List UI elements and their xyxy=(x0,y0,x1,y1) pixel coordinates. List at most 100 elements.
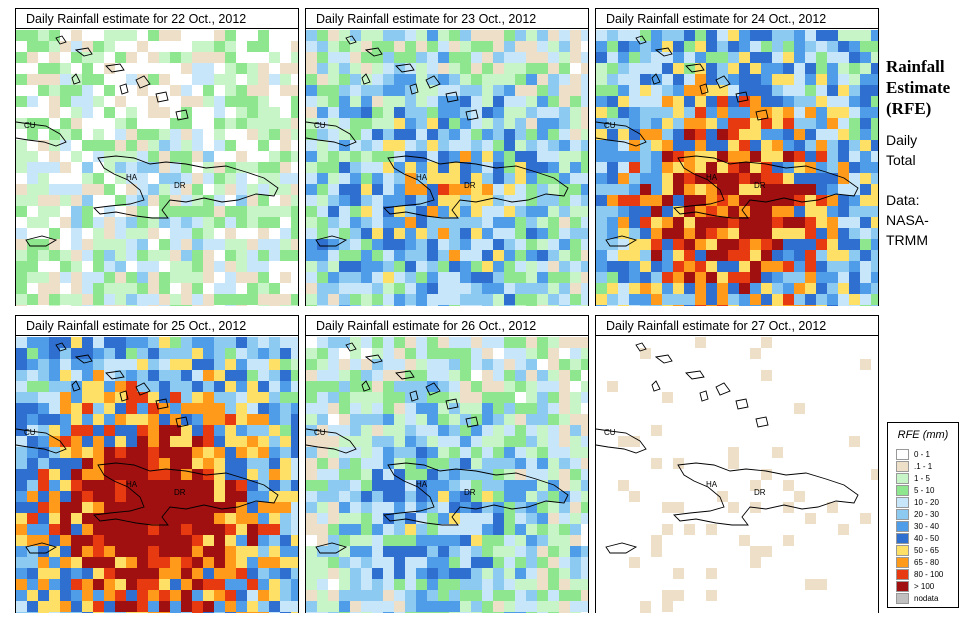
rainfall-cell xyxy=(328,52,339,63)
rainfall-cell xyxy=(339,469,350,480)
rainfall-cell xyxy=(339,568,350,579)
rainfall-cell xyxy=(93,195,104,206)
rainfall-cell xyxy=(236,458,247,469)
rainfall-cell xyxy=(596,425,607,436)
rainfall-cell xyxy=(739,601,750,612)
rainfall-cell xyxy=(662,491,673,502)
rainfall-cell xyxy=(258,414,269,425)
rainfall-cell xyxy=(115,469,126,480)
rainfall-cell xyxy=(339,41,350,52)
rainfall-cell xyxy=(816,601,827,612)
rainfall-cell xyxy=(93,140,104,151)
rainfall-cell xyxy=(214,348,225,359)
rainfall-cell xyxy=(537,557,548,568)
rainfall-cell xyxy=(71,30,82,41)
rainfall-cell xyxy=(838,392,849,403)
rainfall-cell xyxy=(816,480,827,491)
rainfall-cell xyxy=(306,370,317,381)
rainfall-cell xyxy=(827,195,838,206)
rainfall-cell xyxy=(148,294,159,305)
rainfall-cell xyxy=(269,447,280,458)
rainfall-cell xyxy=(38,480,49,491)
rainfall-cell xyxy=(258,118,269,129)
rainfall-cell xyxy=(372,535,383,546)
rainfall-cell xyxy=(159,480,170,491)
rainfall-cell xyxy=(805,184,816,195)
rainfall-cell xyxy=(350,217,361,228)
rainfall-cell xyxy=(394,52,405,63)
rainfall-cell xyxy=(214,63,225,74)
rainfall-cell xyxy=(383,74,394,85)
rainfall-cell xyxy=(816,63,827,74)
rainfall-cell xyxy=(225,491,236,502)
rainfall-cell xyxy=(548,63,559,74)
rainfall-cell xyxy=(871,348,878,359)
rainfall-cell xyxy=(493,85,504,96)
rainfall-cell xyxy=(438,173,449,184)
rainfall-cell xyxy=(493,381,504,392)
rainfall-cell xyxy=(618,392,629,403)
rainfall-cell xyxy=(629,283,640,294)
rainfall-cell xyxy=(515,524,526,535)
rainfall-cell xyxy=(372,74,383,85)
rainfall-cell xyxy=(783,283,794,294)
rainfall-cell xyxy=(82,557,93,568)
rainfall-cell xyxy=(170,228,181,239)
rainfall-cell xyxy=(258,480,269,491)
rainfall-cell xyxy=(159,30,170,41)
legend-label: 65 - 80 xyxy=(914,558,939,567)
rainfall-cell xyxy=(695,228,706,239)
rainfall-cell xyxy=(761,74,772,85)
rainfall-cell xyxy=(192,513,203,524)
rainfall-cell xyxy=(328,524,339,535)
rainfall-cell xyxy=(291,535,298,546)
rainfall-cell xyxy=(394,370,405,381)
rainfall-cell xyxy=(772,546,783,557)
rainfall-cell xyxy=(394,480,405,491)
rainfall-cell xyxy=(629,557,640,568)
rainfall-cell xyxy=(383,140,394,151)
rainfall-cell xyxy=(504,469,515,480)
rainfall-cell xyxy=(192,337,203,348)
rainfall-cell xyxy=(416,96,427,107)
rainfall-cell xyxy=(126,403,137,414)
rainfall-cell xyxy=(504,392,515,403)
rainfall-cell xyxy=(504,63,515,74)
rainfall-cell xyxy=(581,173,588,184)
rainfall-cell xyxy=(115,96,126,107)
rainfall-cell xyxy=(405,425,416,436)
rainfall-cell xyxy=(739,52,750,63)
rainfall-cell xyxy=(849,118,860,129)
rainfall-cell xyxy=(618,359,629,370)
rainfall-cell xyxy=(706,601,717,612)
rainfall-cell xyxy=(761,206,772,217)
rainfall-cell xyxy=(148,601,159,612)
rainfall-cell xyxy=(504,195,515,206)
rainfall-cell xyxy=(291,283,298,294)
rainfall-cell xyxy=(504,85,515,96)
rainfall-cell xyxy=(38,184,49,195)
rainfall-cell xyxy=(618,381,629,392)
rainfall-cell xyxy=(394,359,405,370)
rainfall-cell xyxy=(416,272,427,283)
rainfall-cell xyxy=(236,601,247,612)
rainfall-cell xyxy=(750,546,761,557)
rainfall-cell xyxy=(27,425,38,436)
rainfall-cell xyxy=(49,272,60,283)
rainfall-cell xyxy=(629,250,640,261)
rainfall-cell xyxy=(695,337,706,348)
rainfall-cell xyxy=(482,381,493,392)
rainfall-cell xyxy=(449,195,460,206)
rainfall-cell xyxy=(559,173,570,184)
rainfall-cell xyxy=(104,118,115,129)
rainfall-cell xyxy=(383,414,394,425)
rainfall-cell xyxy=(383,458,394,469)
rainfall-cell xyxy=(49,129,60,140)
rainfall-cell xyxy=(27,52,38,63)
rainfall-cell xyxy=(449,458,460,469)
rainfall-cell xyxy=(570,283,581,294)
rainfall-cell xyxy=(49,601,60,612)
rainfall-cell xyxy=(673,250,684,261)
rainfall-cell xyxy=(236,348,247,359)
rainfall-cell xyxy=(717,403,728,414)
